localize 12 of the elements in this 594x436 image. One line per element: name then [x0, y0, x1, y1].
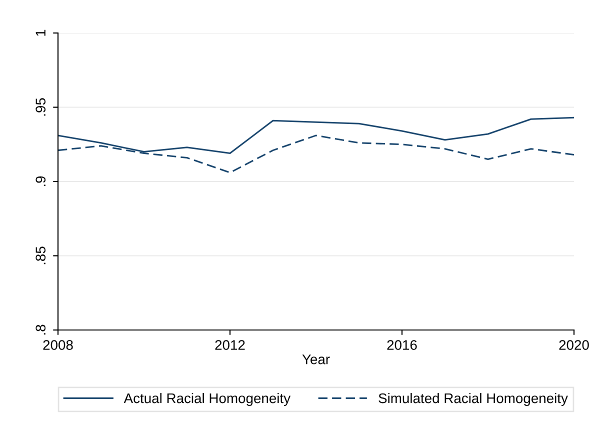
y-tick-label: 1: [36, 30, 46, 36]
x-tick-label: 2020: [559, 340, 589, 350]
y-tick-label: .95: [36, 98, 46, 116]
legend-label: Actual Racial Homogeneity: [124, 392, 291, 406]
y-tick-label: .8: [36, 324, 46, 335]
y-tick-label: .85: [36, 246, 46, 264]
legend-label: Simulated Racial Homogeneity: [378, 392, 568, 406]
y-tick-label: .9: [36, 176, 46, 186]
x-tick-label: 2016: [387, 340, 417, 350]
x-tick-label: 2008: [43, 340, 73, 350]
x-tick-label: 2012: [215, 340, 245, 350]
x-axis-title: Year: [302, 354, 330, 364]
